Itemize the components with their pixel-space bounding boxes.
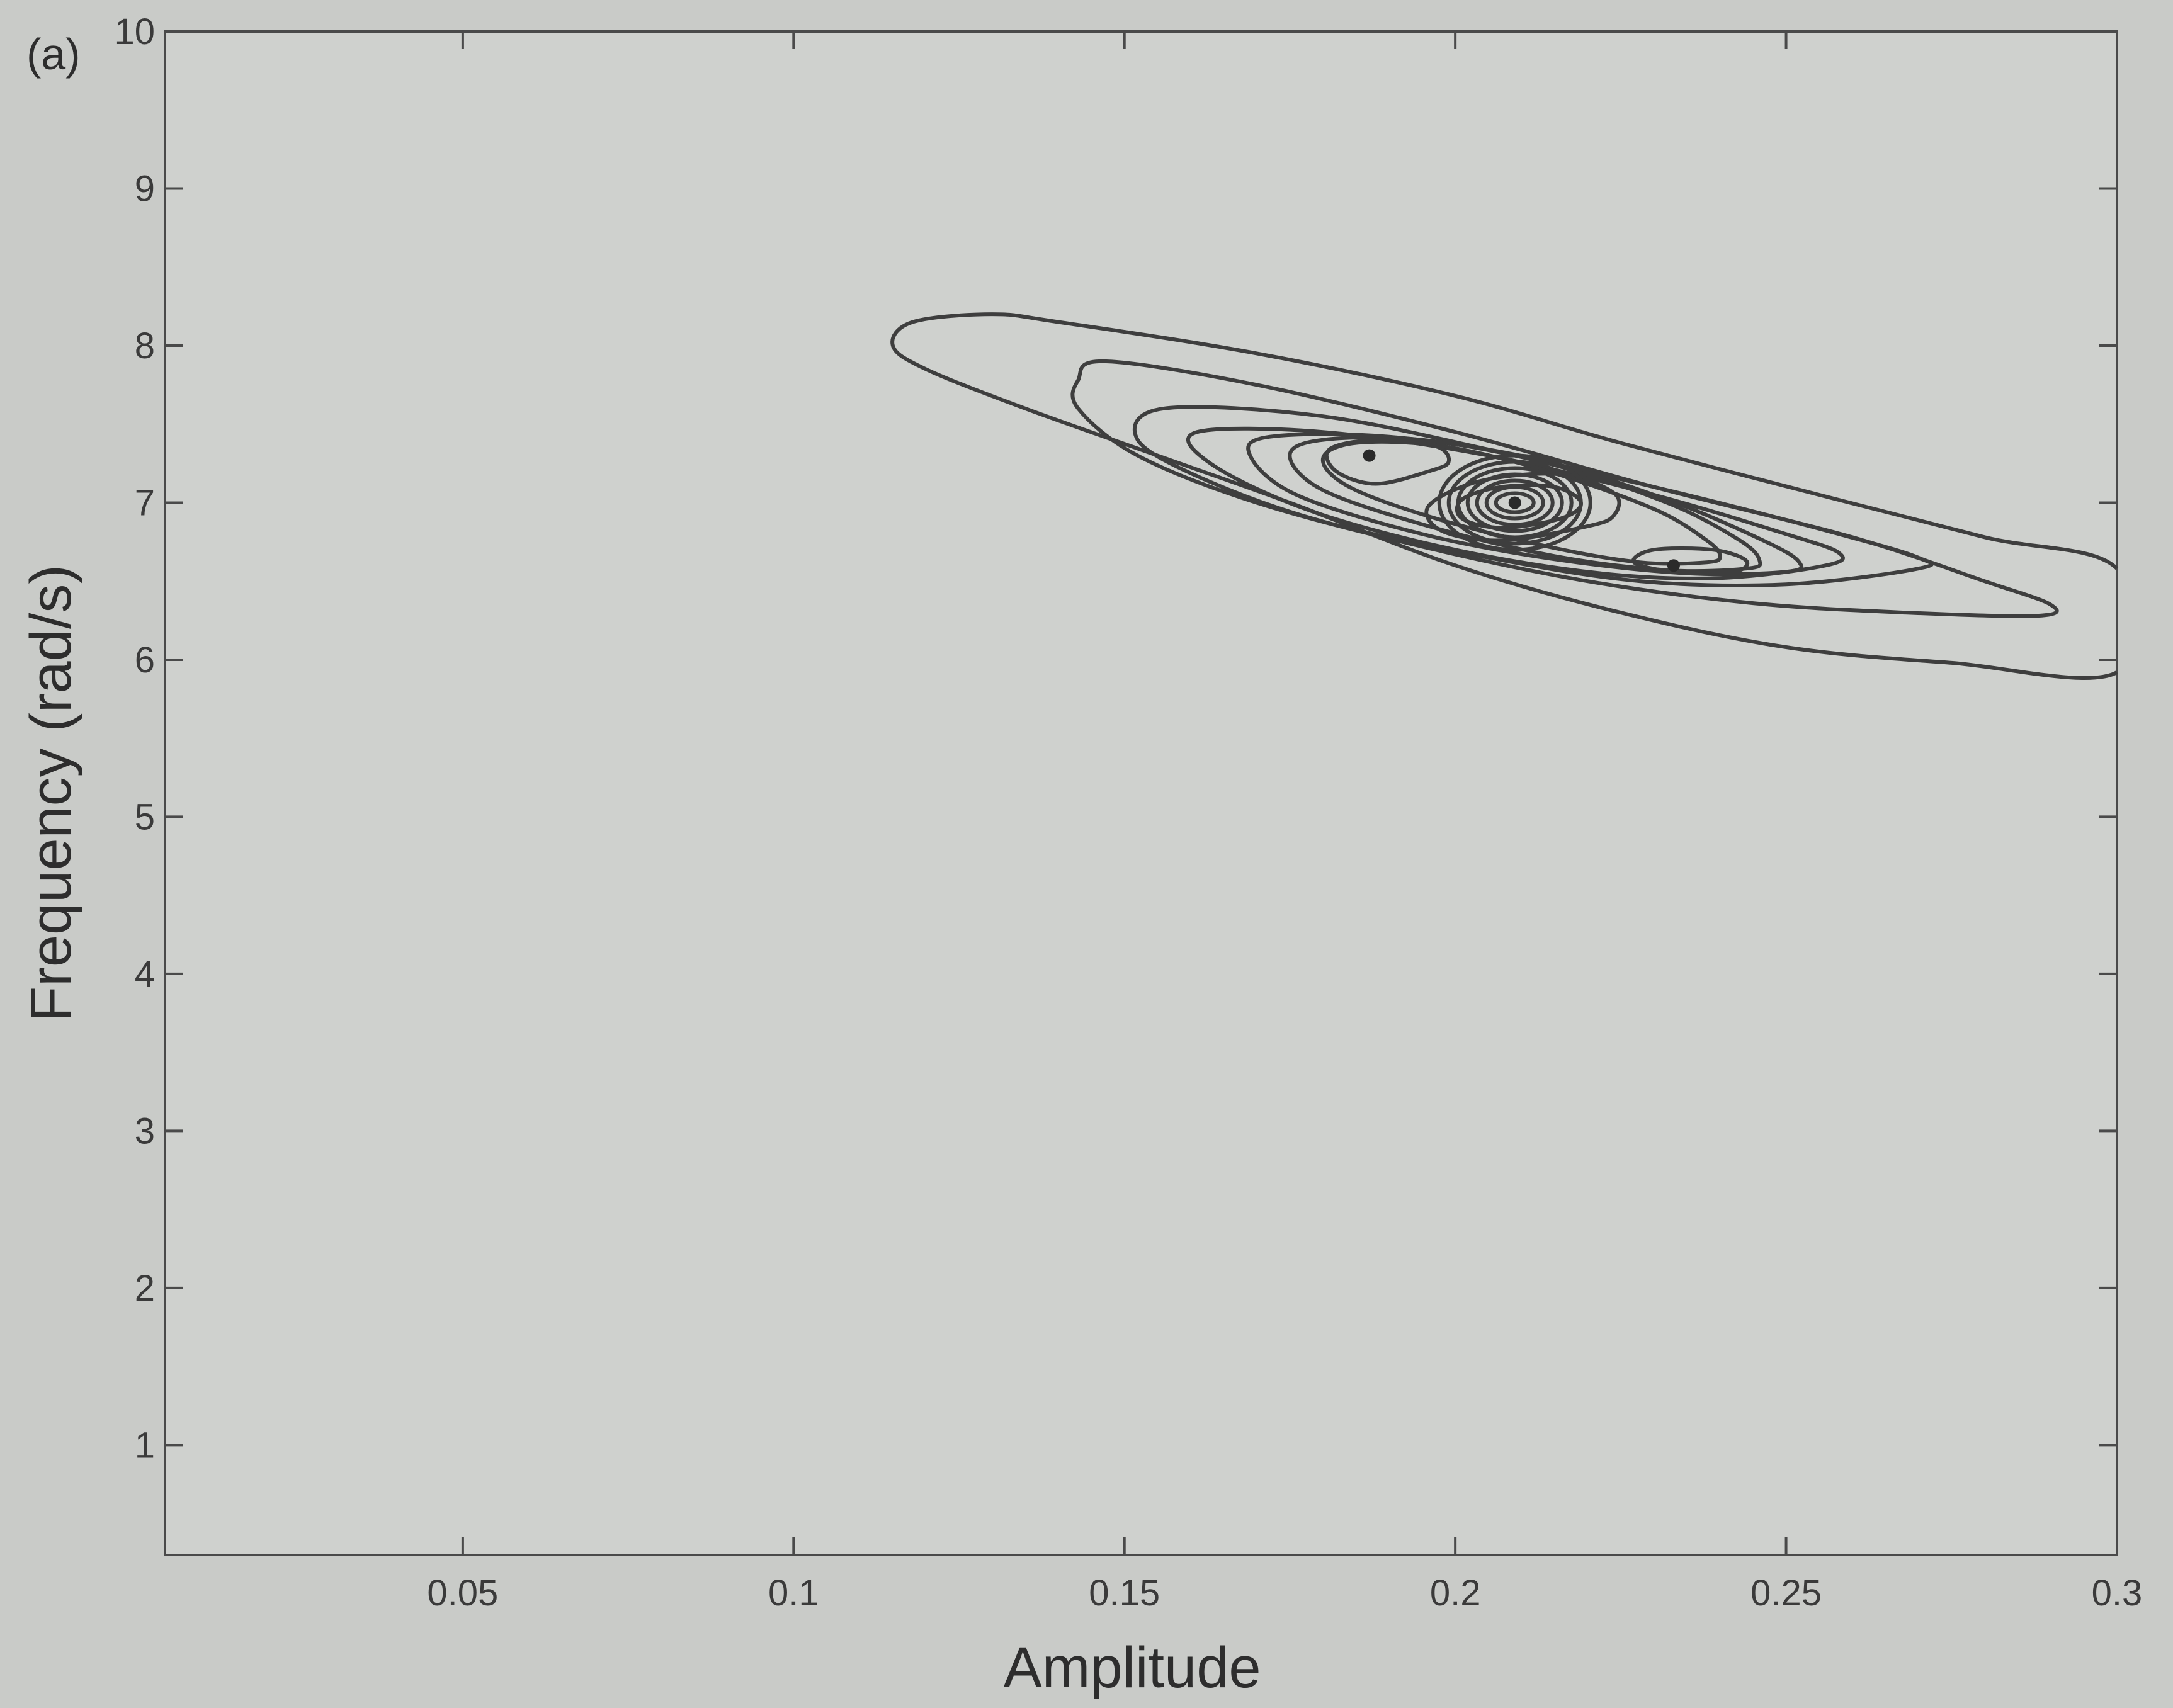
y-tick-label: 10: [114, 11, 155, 52]
x-axis-label: Amplitude: [1003, 1636, 1261, 1700]
y-tick-label: 8: [135, 325, 155, 366]
y-axis-label: Frequency (rad/s): [19, 565, 83, 1022]
y-axis-ticks: 1 2 3 4 5 6 7 8 9 10: [114, 11, 2117, 1466]
contour-line-level-5: [1288, 435, 1762, 574]
x-tick-label: 0.2: [1430, 1573, 1481, 1614]
contour-line-outer: [890, 312, 2119, 680]
contour-line-level-2: [1132, 405, 1934, 587]
contour-core-ring: [1456, 466, 1574, 540]
peak-marker: [1667, 559, 1680, 572]
x-tick-label: 0.1: [768, 1573, 819, 1614]
y-tick-label: 4: [135, 954, 155, 995]
contour-line-level-10: [1631, 546, 1750, 575]
x-tick-label: 0.25: [1750, 1573, 1822, 1614]
plot-area: [164, 30, 2118, 1556]
peak-marker: [1508, 496, 1521, 509]
contour-line-level-4: [1246, 432, 1804, 577]
x-axis-ticks: 0.05 0.1 0.15 0.2 0.25 0.3: [427, 31, 2142, 1614]
x-tick-label: 0.15: [1089, 1573, 1160, 1614]
contour-line-level-3: [1186, 426, 1845, 580]
contour-core-ring: [1465, 472, 1564, 533]
y-tick-label: 9: [135, 168, 155, 209]
contour-core-ring: [1475, 478, 1555, 527]
peak-marker: [1363, 449, 1376, 462]
x-tick-label: 0.3: [2092, 1573, 2143, 1614]
y-tick-label: 5: [135, 796, 155, 837]
contour-core-ring: [1484, 485, 1545, 521]
y-tick-label: 1: [135, 1425, 155, 1466]
panel-label: (a): [26, 30, 81, 79]
y-tick-label: 6: [135, 640, 155, 681]
y-tick-label: 3: [135, 1111, 155, 1151]
contour-core-ring: [1494, 491, 1536, 514]
y-tick-label: 2: [135, 1268, 155, 1309]
contour-line-level-7: [1324, 438, 1451, 486]
y-tick-label: 7: [135, 482, 155, 523]
contour-core-ring: [1437, 453, 1592, 552]
contour-lines: [890, 312, 2119, 680]
x-tick-label: 0.05: [427, 1573, 498, 1614]
contour-core-ring: [1446, 460, 1583, 546]
